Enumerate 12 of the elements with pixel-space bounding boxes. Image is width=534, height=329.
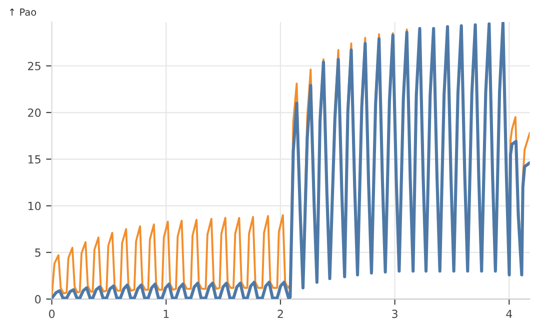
y-axis-title: ↑ Pao (10, 8, 36, 16)
y-tick-label: 20 (28, 108, 41, 117)
y-tick-label: 5 (35, 248, 40, 257)
y-tick-label: 25 (28, 62, 40, 70)
y-tick-label: 15 (28, 155, 40, 164)
x-tick-label: 2 (278, 310, 283, 318)
x-tick-label: 0 (48, 310, 55, 318)
y-tick-label: 0 (35, 295, 41, 304)
y-tick-label: 10 (28, 202, 41, 210)
x-tick-label: 1 (164, 310, 169, 318)
x-tick-label: 4 (506, 310, 512, 318)
x-tick-label: 3 (392, 310, 398, 318)
